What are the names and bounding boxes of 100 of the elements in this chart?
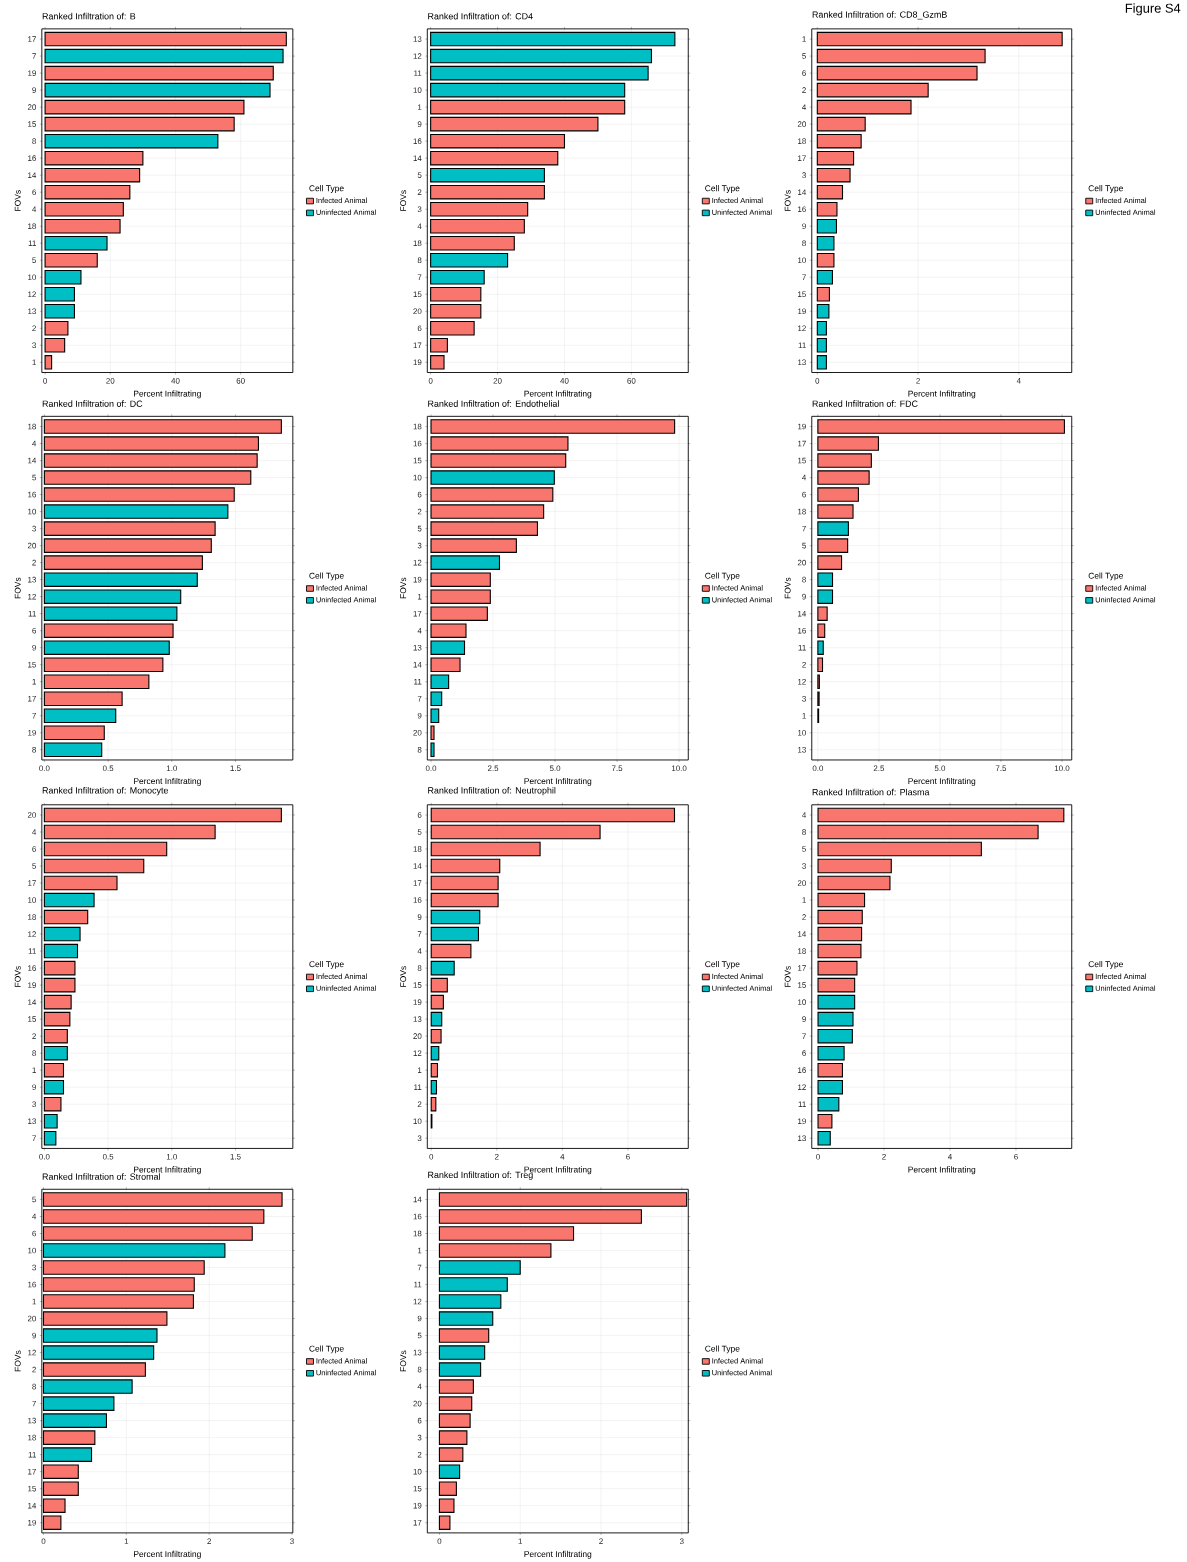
bar [430, 504, 545, 519]
bar [430, 943, 472, 959]
bar [43, 1011, 71, 1027]
legend-title: Cell Type [309, 1345, 344, 1354]
y-axis-title: FOVs [784, 577, 791, 599]
bar [817, 1096, 840, 1112]
bar [429, 338, 448, 353]
x-axis-title: Percent Infiltrating [524, 777, 592, 786]
bar [44, 286, 75, 302]
bar [429, 65, 649, 81]
bar [429, 286, 482, 302]
legend-title: Cell Type [705, 960, 740, 969]
bar [430, 555, 500, 570]
bar [817, 824, 1039, 840]
x-axis-title: Percent Infiltrating [133, 1550, 201, 1559]
bar [430, 691, 443, 706]
bar [438, 1209, 642, 1224]
legend-title: Cell Type [705, 185, 740, 193]
legend-title: Cell Type [1088, 185, 1123, 193]
bar [817, 1113, 833, 1129]
bar [438, 1226, 574, 1241]
bar [816, 116, 866, 132]
bar [43, 538, 212, 553]
legend-title: Cell Type [1088, 572, 1123, 581]
bar [43, 977, 76, 993]
bar [430, 977, 448, 993]
bar [43, 640, 170, 655]
bar [43, 419, 282, 434]
bar [438, 1362, 482, 1377]
bar [43, 960, 76, 976]
bar [44, 99, 245, 115]
bar [430, 674, 450, 689]
bar [438, 1277, 508, 1292]
bar [430, 708, 440, 724]
bar [430, 841, 541, 857]
bar [430, 453, 567, 468]
chart-title: Ranked Infiltration of: Plasma [812, 788, 930, 796]
bar [44, 235, 108, 251]
bar [43, 708, 117, 724]
bar [438, 1311, 494, 1326]
bar [430, 742, 435, 758]
bar [430, 487, 554, 502]
bar [430, 623, 467, 638]
bar [816, 150, 855, 166]
bar [43, 657, 164, 672]
bar [43, 504, 229, 519]
bar [817, 453, 872, 468]
bar [43, 742, 103, 758]
bar [430, 1011, 443, 1027]
y-axis-title: FOVs [14, 1350, 21, 1372]
bar [816, 269, 833, 285]
bar [816, 133, 862, 149]
bar [43, 1130, 57, 1146]
bar [44, 218, 121, 234]
bar [438, 1243, 552, 1258]
bar [429, 31, 676, 47]
bar [816, 304, 830, 319]
bar [817, 606, 828, 621]
chart-title: Ranked Infiltration of: CD4 [428, 12, 533, 20]
bar [817, 841, 982, 857]
bar [817, 875, 891, 891]
bar [429, 252, 509, 268]
legend-title: Cell Type [705, 1345, 740, 1354]
bar [430, 909, 481, 925]
bar [44, 201, 124, 217]
bar [817, 623, 826, 638]
bar [43, 555, 203, 570]
bar [43, 725, 105, 741]
bar [429, 184, 545, 200]
bar [816, 235, 835, 251]
bar [43, 1028, 68, 1044]
bar [43, 1096, 62, 1112]
bar [430, 824, 601, 840]
x-axis-title: Percent Infiltrating [908, 777, 976, 786]
bar [438, 1515, 451, 1530]
bar [430, 1062, 438, 1078]
bar [44, 48, 284, 64]
bar [43, 943, 78, 959]
bar [429, 82, 626, 98]
bar [817, 1079, 843, 1095]
bar [438, 1481, 457, 1496]
x-axis-title: Percent Infiltrating [133, 1166, 201, 1175]
bar [43, 858, 145, 874]
y-axis-title: FOVs [400, 1350, 407, 1372]
bar [816, 82, 929, 98]
bar [43, 1079, 64, 1095]
bar [44, 82, 271, 98]
bar [817, 909, 863, 925]
bar [817, 1028, 853, 1044]
bar [816, 184, 843, 200]
bar [43, 824, 216, 840]
bar [817, 487, 859, 502]
bar [43, 589, 182, 604]
bar [816, 65, 978, 81]
bar [43, 623, 174, 638]
bar [817, 572, 833, 587]
x-axis-title: Percent Infiltrating [908, 390, 976, 399]
bar [43, 926, 81, 942]
bar [430, 807, 675, 823]
bar [44, 304, 75, 319]
